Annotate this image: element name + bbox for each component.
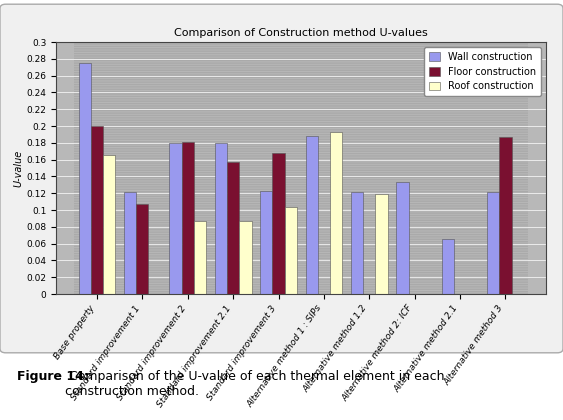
Bar <box>487 192 499 294</box>
Bar <box>239 221 252 294</box>
Bar <box>376 194 388 294</box>
Bar <box>79 63 91 294</box>
Bar <box>396 182 409 294</box>
Bar <box>194 221 206 294</box>
Text: Figure 14:: Figure 14: <box>17 370 89 383</box>
Bar <box>182 142 194 294</box>
Bar <box>169 143 182 294</box>
Bar <box>272 153 285 294</box>
Bar <box>442 239 454 294</box>
Bar <box>285 207 297 294</box>
Bar <box>227 162 239 294</box>
Title: Comparison of Construction method U-values: Comparison of Construction method U-valu… <box>175 29 428 39</box>
Bar <box>103 155 115 294</box>
Bar <box>306 136 318 294</box>
Y-axis label: U-value: U-value <box>14 150 24 186</box>
Text: Comparison of the U-value of each thermal element in each
construction method.: Comparison of the U-value of each therma… <box>65 370 444 398</box>
Bar <box>330 132 342 294</box>
Bar <box>499 137 512 294</box>
Bar <box>351 192 363 294</box>
Bar <box>91 126 103 294</box>
Bar <box>215 143 227 294</box>
Bar <box>260 191 272 294</box>
Bar <box>124 192 136 294</box>
Bar <box>136 204 149 294</box>
Legend: Wall construction, Floor construction, Roof construction: Wall construction, Floor construction, R… <box>424 47 541 96</box>
